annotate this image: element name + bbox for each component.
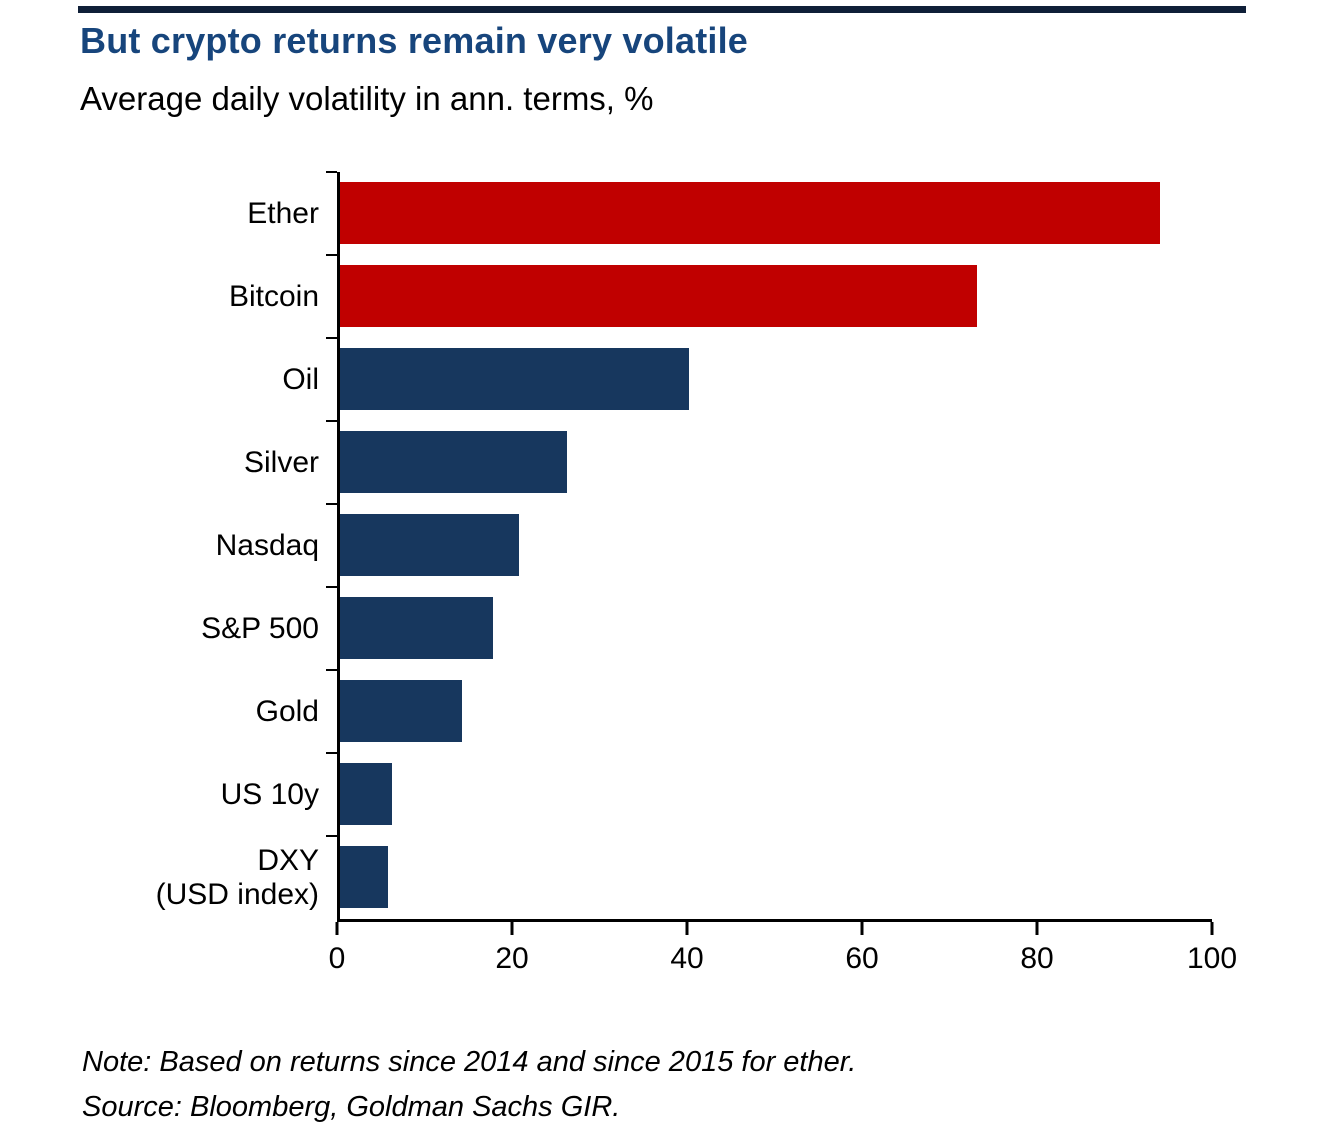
bar xyxy=(340,431,567,493)
chart-subtitle: Average daily volatility in ann. terms, … xyxy=(80,80,654,117)
category-label: DXY (USD index) xyxy=(155,843,319,911)
category-label: Silver xyxy=(243,445,319,479)
y-axis-tick xyxy=(326,171,337,173)
x-axis-tick-label: 0 xyxy=(328,942,346,975)
bar-row: S&P 500 xyxy=(201,586,1212,670)
y-axis-tick xyxy=(326,586,337,588)
bar-row: Silver xyxy=(244,420,1212,504)
y-axis-tick xyxy=(326,669,337,671)
bar-row: Bitcoin xyxy=(229,254,1212,338)
chart-footnotes: Note: Based on returns since 2014 and si… xyxy=(82,1040,856,1130)
y-axis-tick xyxy=(326,752,337,754)
x-axis: 0 20 40 60 80 100 xyxy=(329,919,1237,989)
x-axis-tick-label: 20 xyxy=(495,942,529,975)
bar xyxy=(340,680,463,742)
category-label: US 10y xyxy=(220,777,319,811)
bar xyxy=(340,182,1160,244)
category-label: Gold xyxy=(255,694,319,728)
x-axis-tick-label: 80 xyxy=(1020,942,1054,975)
y-axis-tick xyxy=(326,337,337,339)
top-divider-rule xyxy=(78,6,1246,13)
bar-row: Oil xyxy=(282,337,1212,421)
bar-row: Nasdaq xyxy=(216,503,1212,587)
category-label: Oil xyxy=(282,362,319,396)
x-axis-tick xyxy=(1035,922,1039,935)
x-axis-tick xyxy=(1210,922,1214,935)
x-axis-tick-label: 60 xyxy=(845,942,879,975)
bar-row: US 10y xyxy=(221,752,1212,836)
bar xyxy=(340,846,388,908)
source-line: Source: Bloomberg, Goldman Sachs GIR. xyxy=(82,1090,621,1123)
bar xyxy=(340,763,393,825)
x-axis-tick xyxy=(510,922,514,935)
x-axis-tick-label: 40 xyxy=(670,942,704,975)
bar xyxy=(340,597,493,659)
bar-row: Ether xyxy=(247,171,1212,255)
x-axis-tick-label: 100 xyxy=(1186,942,1238,975)
bar-row: Gold xyxy=(256,669,1212,753)
category-label: S&P 500 xyxy=(201,611,319,645)
x-axis-tick xyxy=(335,922,339,935)
bar-rows: Ether Bitcoin Oil Silver Nasdaq S&P 500 Gold US… xyxy=(156,171,1212,919)
chart-title: But crypto returns remain very volatile xyxy=(80,20,749,61)
y-axis-tick xyxy=(326,835,337,837)
category-label: Nasdaq xyxy=(215,528,319,562)
bar xyxy=(340,265,977,327)
bar xyxy=(340,348,689,410)
y-axis-tick xyxy=(326,420,337,422)
y-axis-tick xyxy=(326,503,337,505)
bar xyxy=(340,514,519,576)
category-label: Bitcoin xyxy=(228,279,319,313)
x-axis-tick xyxy=(685,922,689,935)
bar-row: DXY (USD index) xyxy=(156,835,1212,919)
note-line: Note: Based on returns since 2014 and si… xyxy=(82,1046,857,1078)
y-axis-tick xyxy=(326,254,337,256)
x-axis-tick xyxy=(860,922,864,935)
bar-chart: Ether Bitcoin Oil Silver Nasdaq S&P 500 Gold US… xyxy=(80,171,1237,989)
category-label: Ether xyxy=(247,196,319,230)
